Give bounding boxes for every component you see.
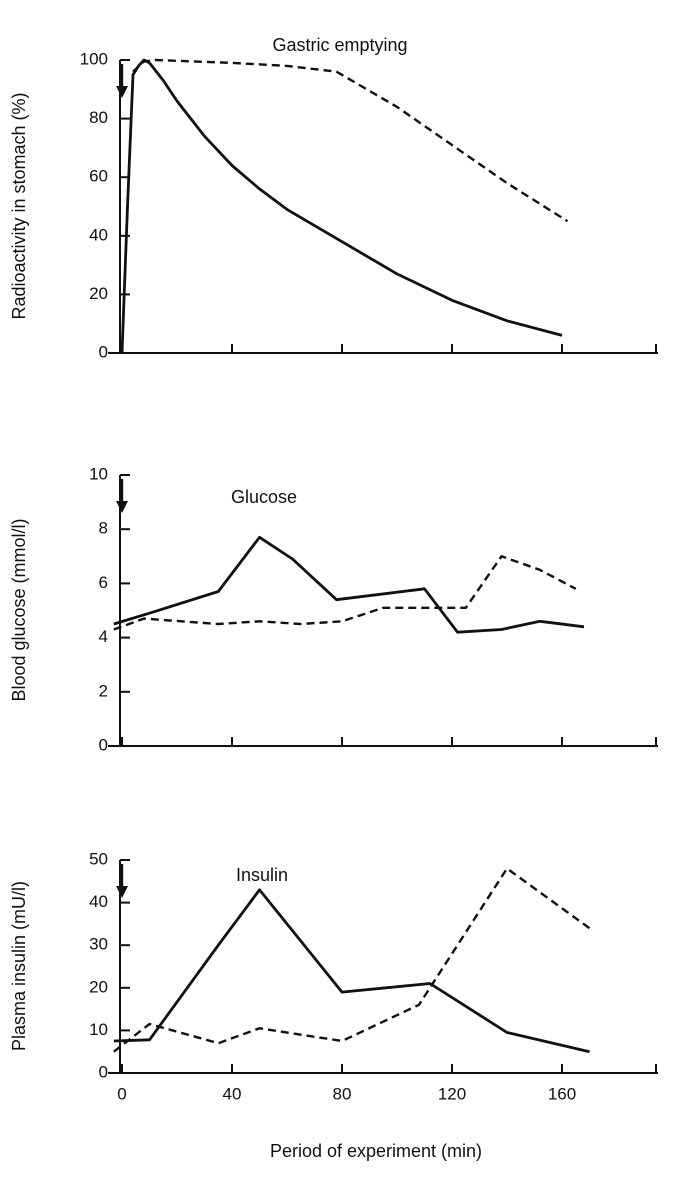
- y-tick-label: 20: [89, 284, 108, 303]
- y-axis-label: Plasma insulin (mU/l): [9, 881, 29, 1051]
- chart-title: Insulin: [236, 865, 288, 885]
- y-tick-label: 30: [89, 935, 108, 954]
- x-tick-label: 120: [438, 1084, 466, 1103]
- y-tick-label: 10: [89, 464, 108, 483]
- y-axis-label: Radioactivity in stomach (%): [9, 92, 29, 319]
- x-tick-label: 160: [548, 1084, 576, 1103]
- chart-title: Glucose: [231, 487, 297, 507]
- y-tick-label: 50: [89, 849, 108, 868]
- y-tick-label: 80: [89, 108, 108, 127]
- x-tick-label: 40: [223, 1084, 242, 1103]
- y-tick-label: 10: [89, 1020, 108, 1039]
- series-line-solid: [113, 888, 590, 1054]
- y-axis-label: Blood glucose (mmol/l): [9, 518, 29, 701]
- y-tick-label: 4: [99, 627, 108, 646]
- series-line-solid: [120, 58, 563, 354]
- y-tick-label: 8: [99, 519, 108, 538]
- series-line-dashed: [113, 555, 577, 631]
- y-tick-label: 2: [99, 681, 108, 700]
- series-line-dashed: [132, 58, 569, 223]
- chart-panel-2: Glucose 0 2 4 6 8 10 Blood glucose (mmol/l): [9, 464, 658, 754]
- series-line-solid: [113, 535, 585, 634]
- y-tick-label: 0: [99, 1062, 108, 1081]
- chart-title: Gastric emptying: [272, 35, 407, 55]
- x-axis-label: Period of experiment (min): [270, 1141, 482, 1161]
- x-tick-label: 0: [117, 1084, 126, 1103]
- dose-arrow-head: [116, 501, 128, 513]
- dose-arrow-head: [116, 886, 128, 898]
- y-tick-label: 6: [99, 573, 108, 592]
- dose-arrow-head: [116, 86, 128, 98]
- series-line-dashed: [113, 867, 591, 1053]
- y-tick-label: 60: [89, 167, 108, 186]
- chart-panel-3: Insulin 0 10 20 30 40 50 0 40 80 120 160 Plasma insu…: [9, 849, 658, 1161]
- y-tick-label: 0: [99, 342, 108, 361]
- y-tick-label: 100: [80, 49, 108, 68]
- y-tick-label: 40: [89, 225, 108, 244]
- chart-panel-1: Gastric emptying 0 20 40 60 80 100 Radioactivit…: [9, 35, 658, 361]
- x-tick-label: 80: [333, 1084, 352, 1103]
- y-tick-label: 0: [99, 735, 108, 754]
- y-tick-label: 20: [89, 977, 108, 996]
- y-tick-label: 40: [89, 892, 108, 911]
